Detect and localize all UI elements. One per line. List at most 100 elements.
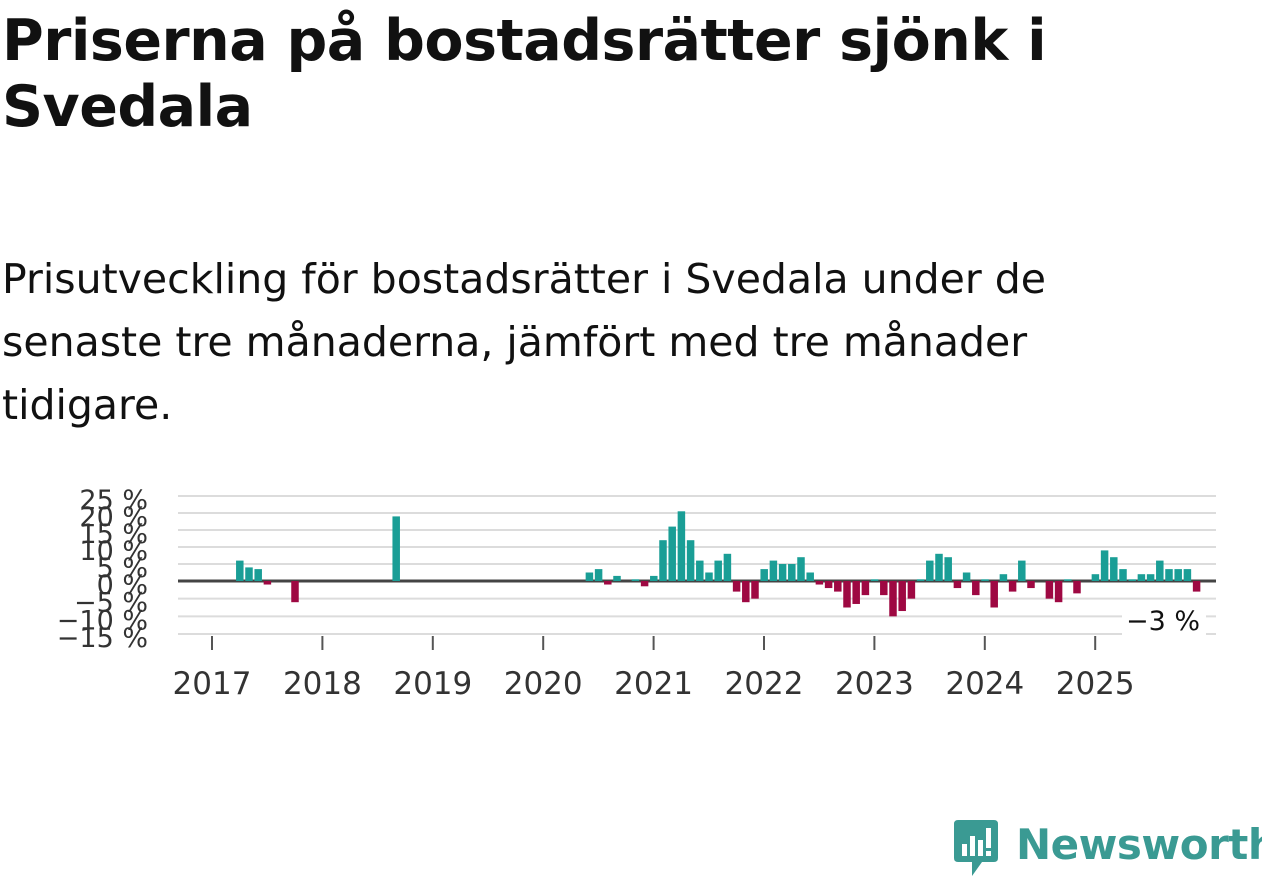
bar — [1128, 579, 1136, 581]
chart-subtitle: Prisutveckling för bostadsrätter i Sveda… — [2, 255, 1046, 429]
bar — [705, 572, 713, 581]
bar — [696, 560, 704, 581]
bar — [1174, 569, 1182, 581]
bar — [815, 581, 824, 585]
bar — [1054, 581, 1063, 603]
bar — [668, 526, 676, 581]
y-tick-label: −10 % — [57, 605, 148, 636]
bar — [1008, 581, 1017, 592]
bar — [1064, 579, 1072, 581]
y-tick-label: −15 % — [57, 623, 148, 654]
newsworthy-logo-icon — [954, 820, 998, 876]
bar — [769, 560, 778, 581]
bar — [806, 572, 814, 581]
bar — [236, 560, 244, 581]
bar — [245, 567, 253, 581]
x-tick-label: 2022 — [725, 666, 804, 702]
bar-chart: 25 %20 %15 %10 %5 %0 %−5 %−10 %−15 % 201… — [57, 485, 1216, 702]
bar — [723, 553, 732, 581]
bar — [1110, 557, 1118, 581]
annotations: −3 % — [1122, 602, 1206, 637]
x-tick-label: 2020 — [504, 666, 583, 702]
bar — [889, 581, 897, 617]
y-tick-label: 20 % — [79, 502, 148, 533]
bar — [1091, 574, 1100, 581]
bar — [640, 581, 649, 587]
x-tick-label: 2023 — [835, 666, 914, 702]
bar — [953, 581, 962, 589]
bar — [861, 581, 870, 596]
bar — [686, 540, 695, 581]
bar — [1183, 569, 1192, 581]
bar — [659, 540, 667, 581]
newsworthy-logo: Newsworthy — [950, 818, 1262, 880]
x-axis: 2017 2018 2019 2020 2021 2022 2023 2024 2025 — [173, 636, 1135, 702]
bar — [944, 557, 952, 581]
bar — [834, 581, 842, 592]
bar — [650, 575, 658, 581]
x-tick-label: 2019 — [393, 666, 472, 702]
bar — [613, 575, 621, 581]
bar — [898, 581, 906, 612]
bar — [677, 511, 686, 581]
bar — [788, 564, 796, 581]
x-tick-label: 2021 — [614, 666, 693, 702]
bar — [935, 553, 943, 581]
bar — [1100, 550, 1109, 581]
bar — [732, 581, 741, 592]
bar — [263, 581, 272, 585]
bar — [870, 579, 879, 581]
chart-title: Priserna på bostadsrätter sjönk i Svedal… — [2, 8, 1047, 140]
y-tick-label: 0 % — [97, 570, 148, 601]
bar — [291, 581, 299, 603]
bar — [594, 569, 603, 581]
bar — [778, 564, 787, 581]
bar — [1045, 581, 1054, 599]
x-tick-label: 2025 — [1056, 666, 1135, 702]
bar — [926, 560, 934, 581]
bar — [631, 579, 640, 581]
y-tick-label: 10 % — [79, 536, 148, 567]
bar — [604, 581, 612, 585]
bar — [1018, 560, 1026, 581]
bar — [1119, 569, 1127, 581]
bar — [1156, 560, 1164, 581]
x-tick-label: 2017 — [173, 666, 252, 702]
bars — [236, 511, 1201, 617]
bar — [254, 569, 262, 581]
bar — [962, 572, 971, 581]
bar — [981, 579, 989, 581]
bar — [1073, 581, 1081, 594]
y-tick-label: 25 % — [79, 485, 148, 516]
x-tick-label: 2024 — [945, 666, 1024, 702]
bar — [1165, 569, 1173, 581]
bar — [742, 581, 750, 603]
bar — [907, 581, 916, 599]
bar — [824, 581, 833, 589]
y-tick-label: −5 % — [74, 588, 148, 619]
last-value-label: −3 % — [1126, 606, 1200, 637]
bar — [880, 581, 888, 596]
y-axis-tick-labels: 25 %20 %15 %10 %5 %0 %−5 %−10 %−15 % — [57, 485, 148, 654]
y-tick-label: 15 % — [79, 519, 148, 550]
bar — [1192, 581, 1201, 592]
bar — [1027, 581, 1035, 589]
bar — [392, 516, 400, 581]
bar — [714, 560, 722, 581]
bar — [990, 581, 998, 608]
bar — [1137, 574, 1146, 581]
bar — [760, 569, 768, 581]
bar — [1146, 574, 1155, 581]
x-tick-label: 2018 — [283, 666, 362, 702]
last-value-bg — [1122, 602, 1206, 636]
bar — [843, 581, 851, 608]
bar — [916, 579, 925, 581]
newsworthy-wordmark: Newsworthy — [1016, 820, 1262, 869]
bar — [751, 581, 759, 599]
bar — [852, 581, 860, 604]
bar — [797, 557, 805, 581]
bar — [972, 581, 980, 596]
bar — [585, 572, 594, 581]
y-tick-label: 5 % — [97, 553, 148, 584]
bar — [999, 574, 1008, 581]
